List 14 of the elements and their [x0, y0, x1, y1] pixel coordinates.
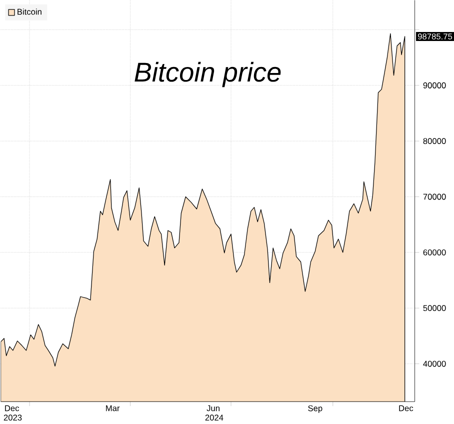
- x-tick-label: Jun 2024: [205, 405, 224, 421]
- y-tick-label: 80000: [423, 138, 446, 144]
- annotation: 98785.75: [418, 34, 452, 40]
- y-tick-label: 70000: [423, 194, 446, 200]
- text: Bitcoin price: [134, 62, 281, 88]
- legend-label: Bitcoin: [18, 8, 42, 15]
- x-tick-label: Dec 2023: [4, 405, 22, 421]
- x-tick-label: Dec: [399, 405, 414, 412]
- y-tick-label: 90000: [423, 82, 446, 88]
- y-tick-label: 50000: [423, 305, 446, 312]
- x-tick-label: Mar: [106, 405, 120, 412]
- y-tick-label: 60000: [423, 249, 446, 256]
- y-tick-label: 40000: [423, 360, 446, 367]
- x-tick-label: Sep: [308, 405, 322, 413]
